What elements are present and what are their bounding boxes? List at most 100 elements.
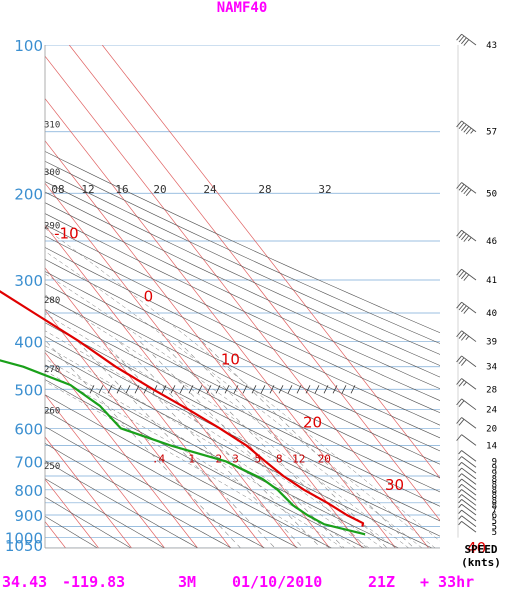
wind-barb	[456, 182, 477, 196]
pressure-label: 500	[14, 381, 43, 399]
moist-adiabat-line	[45, 294, 409, 548]
isotherm-line	[45, 351, 198, 548]
mixing-ratio-label: 3	[232, 452, 239, 465]
isotherm-line	[101, 45, 440, 479]
wind-speed-label: 14	[486, 441, 497, 451]
wind-barb-shaft	[461, 456, 477, 468]
dry-adiabat-line	[45, 443, 232, 548]
wind-barb	[456, 33, 477, 46]
isotherm-line	[0, 45, 33, 548]
wind-barb-half-flag	[458, 478, 462, 483]
wind-barb-flag	[461, 272, 467, 280]
hatch-mark	[287, 385, 293, 394]
wind-barb	[456, 301, 477, 314]
dry-adiabat-line	[45, 410, 299, 548]
wind-barb	[458, 499, 477, 511]
hatch-mark	[242, 385, 248, 394]
wind-barb	[458, 520, 477, 533]
wind-barb-half-flag	[470, 129, 474, 134]
wind-barb	[456, 229, 477, 242]
mixing-ratio-label: 8	[276, 452, 283, 465]
moist-adiabat-line	[45, 330, 383, 548]
wind-speed-label: 8	[492, 486, 497, 496]
wind-barb-flag	[461, 185, 467, 193]
wind-speed-label: 5	[492, 517, 497, 527]
wind-barb-flag	[456, 417, 462, 424]
wind-barb-half-flag	[458, 499, 462, 504]
wind-barb-shaft	[461, 434, 477, 446]
wind-barb	[458, 503, 477, 516]
temperature-label: 40	[467, 539, 486, 557]
temperature-label: 0	[144, 288, 154, 306]
mixing-ratio-line	[178, 341, 388, 548]
wind-barb-shaft	[461, 473, 477, 485]
wind-barb	[458, 461, 477, 474]
mixing-ratio-upper-label: 20	[153, 183, 166, 196]
footer-forecast: + 33hr	[420, 573, 474, 591]
wind-barb-flag	[463, 235, 470, 242]
mixing-ratio-line	[202, 341, 415, 548]
moist-adiabat-line	[45, 370, 343, 548]
wind-speed-label: 43	[486, 41, 497, 51]
isotherm-line	[45, 182, 330, 548]
dry-adiabat-line	[45, 160, 440, 344]
wind-barb-shaft	[461, 520, 477, 533]
isotherm-line	[45, 55, 429, 548]
dry-adiabat-line	[45, 394, 332, 548]
hatch-mark	[161, 385, 167, 394]
dry-adiabat-line	[45, 181, 440, 366]
hatch-mark	[233, 385, 239, 394]
hatch-mark	[107, 385, 113, 394]
wind-barb-shaft	[461, 499, 477, 511]
wind-speed-label: 57	[486, 128, 497, 138]
dry-adiabat-line	[45, 478, 165, 548]
wind-speed-label: 9	[492, 463, 497, 473]
wind-barb	[458, 450, 477, 462]
moist-adiabat-line	[45, 251, 436, 548]
wind-barb-flag	[456, 301, 462, 309]
temperature-profile-line	[0, 290, 365, 527]
dry-adiabat-line	[45, 247, 440, 439]
wind-barb-flag	[463, 307, 470, 314]
wind-barb-shaft	[461, 483, 477, 496]
footer-date: 01/10/2010	[232, 573, 322, 591]
wind-barb-flag	[456, 33, 462, 41]
wind-speed-label: 7	[492, 506, 497, 516]
footer-station: 3M	[178, 573, 196, 591]
wind-barb-flag	[456, 330, 462, 338]
isotherm-line	[45, 436, 132, 548]
wind-speed-label: 8	[492, 501, 497, 511]
mixing-ratio-line	[159, 341, 367, 548]
wind-barb-flag	[458, 122, 465, 130]
isotherm-line	[45, 97, 396, 548]
theta-side-label: 260	[44, 406, 60, 416]
pressure-label: 1050	[5, 537, 43, 555]
pressure-label: 400	[14, 334, 43, 352]
wind-barb	[458, 478, 477, 491]
dry-adiabat-line	[45, 213, 440, 401]
dry-adiabat-line	[45, 271, 440, 465]
wind-speed-label: 46	[486, 237, 497, 247]
wind-speed-label: 8	[492, 491, 497, 501]
theta-side-label: 290	[44, 221, 60, 231]
wind-barb-flag	[456, 268, 462, 276]
hatch-mark	[332, 385, 338, 394]
hatch-mark	[278, 385, 284, 394]
pressure-label: 900	[14, 507, 43, 525]
wind-barb	[456, 378, 477, 390]
wind-barb-half-flag	[458, 450, 462, 455]
wind-barb-half-flag	[463, 381, 467, 386]
dry-adiabat-line	[45, 258, 440, 452]
wind-speed-label: 34	[486, 363, 497, 373]
pressure-label: 200	[14, 185, 43, 203]
wind-barb-flag	[465, 127, 472, 135]
dry-adiabat-line	[45, 296, 440, 493]
dry-adiabat-line	[45, 171, 440, 355]
mixing-ratio-label: 12	[292, 452, 305, 465]
wind-barb-half-flag	[458, 489, 462, 494]
hatch-mark	[314, 385, 320, 394]
hatch-mark	[170, 385, 176, 394]
wind-speed-label: 5	[492, 523, 497, 533]
wind-barb-half-flag	[458, 467, 462, 472]
wind-barb-half-flag	[458, 515, 462, 520]
